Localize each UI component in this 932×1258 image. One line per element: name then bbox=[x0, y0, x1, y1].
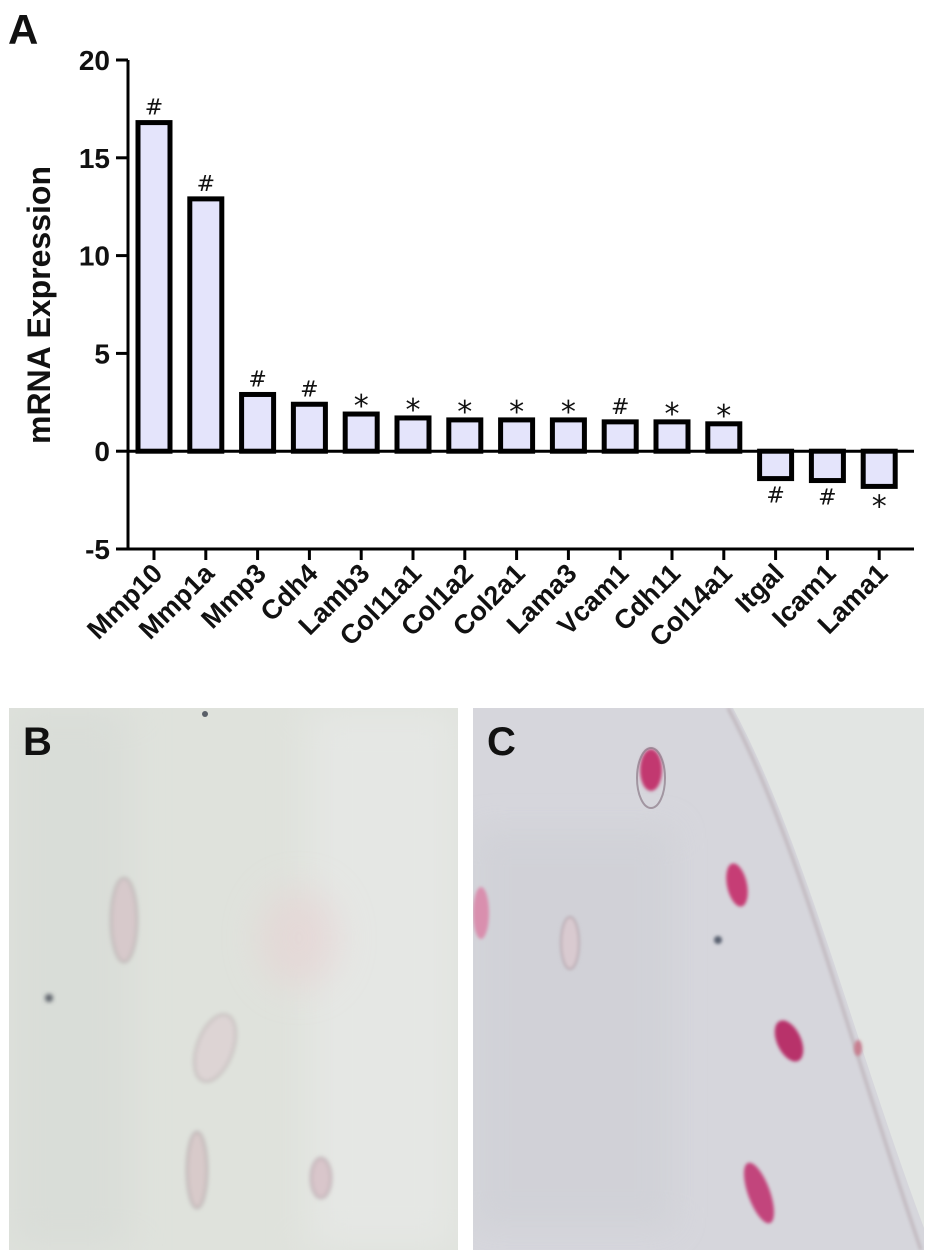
bar-icam1 bbox=[808, 448, 846, 484]
significance-marker: # bbox=[197, 172, 215, 197]
bar-lamb3 bbox=[342, 411, 380, 454]
panel-label-c: C bbox=[487, 720, 516, 764]
significance-marker: * bbox=[561, 395, 576, 430]
bar-lama3 bbox=[549, 417, 587, 454]
panel-label-b: B bbox=[23, 720, 52, 764]
bar-col1a2 bbox=[446, 417, 484, 454]
y-tick-label: -5 bbox=[85, 534, 110, 565]
y-tick-label: 20 bbox=[79, 45, 110, 76]
significance-marker: # bbox=[611, 395, 629, 420]
x-axis-labels: Mmp10Mmp1aMmp3Cdh4Lamb3Col11a1Col1a2Col2… bbox=[81, 549, 893, 652]
significance-marker: * bbox=[716, 399, 731, 434]
significance-marker: * bbox=[406, 393, 421, 428]
bars: # # # # * * * * * # * * # # * bbox=[135, 96, 898, 524]
y-tick-label: 0 bbox=[94, 436, 110, 467]
significance-marker: # bbox=[818, 486, 836, 511]
significance-marker: # bbox=[300, 377, 318, 402]
bar-vcam1 bbox=[601, 419, 639, 454]
bar-col14a1 bbox=[705, 421, 743, 454]
significance-marker: * bbox=[457, 395, 472, 430]
significance-marker: # bbox=[248, 367, 266, 392]
significance-marker: * bbox=[354, 389, 369, 424]
bar-col11a1 bbox=[394, 415, 432, 454]
significance-marker: # bbox=[766, 484, 784, 509]
y-tick-label: 5 bbox=[94, 338, 110, 369]
significance-marker: * bbox=[665, 397, 680, 432]
significance-marker: * bbox=[509, 395, 524, 430]
y-tick-label: 10 bbox=[79, 241, 110, 272]
bar-lama1 bbox=[860, 448, 898, 489]
y-tick-label: 15 bbox=[79, 143, 110, 174]
bar-cdh4 bbox=[290, 401, 328, 454]
bar-mmp10 bbox=[135, 120, 173, 454]
y-axis-label: mRNA Expression bbox=[21, 166, 57, 444]
significance-marker: * bbox=[872, 489, 887, 524]
bar-itgal bbox=[757, 448, 795, 482]
micrograph-c: C bbox=[473, 708, 924, 1250]
bar-mmp1a bbox=[187, 196, 225, 454]
bar-cdh11 bbox=[653, 419, 691, 454]
bar-mmp3 bbox=[239, 391, 277, 454]
bar-chart: A mRNA Expression -5 0 5 10 15 20 # # # # * * * * * # *… bbox=[8, 6, 914, 652]
bar-col2a1 bbox=[498, 417, 536, 454]
panel-label-a: A bbox=[8, 6, 38, 53]
micrograph-b: B bbox=[9, 708, 458, 1250]
significance-marker: # bbox=[145, 96, 163, 121]
